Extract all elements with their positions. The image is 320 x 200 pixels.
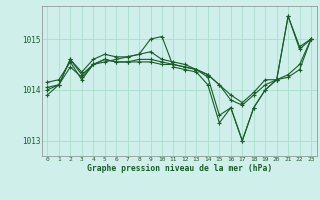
X-axis label: Graphe pression niveau de la mer (hPa): Graphe pression niveau de la mer (hPa) — [87, 164, 272, 173]
